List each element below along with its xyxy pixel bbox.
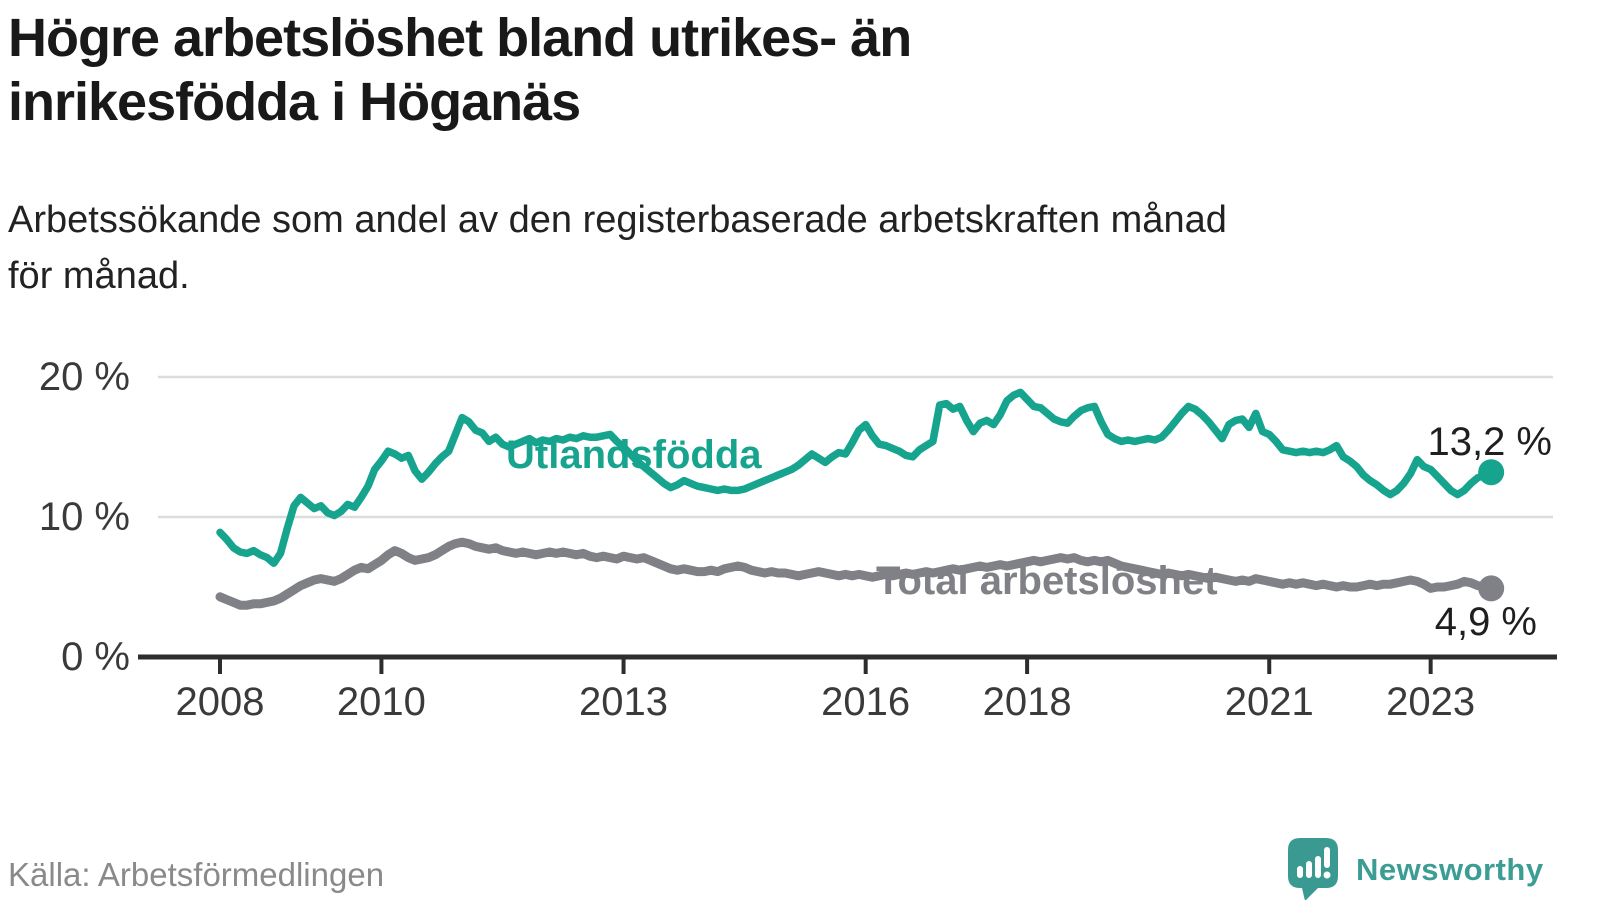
end-value-label-total: 4,9 % xyxy=(1434,600,1537,644)
end-dot-utlandsfodda xyxy=(1478,459,1505,486)
series-lines xyxy=(215,388,1505,610)
end-value-label-utlandsfodda: 13,2 % xyxy=(1427,420,1552,464)
x-tick-label-2008: 2008 xyxy=(175,680,265,724)
x-tick-label-2018: 2018 xyxy=(982,680,1072,724)
title-line-1: Högre arbetslöshet bland utrikes- än xyxy=(8,8,912,68)
series-label-utlandsfodda: Utlandsfödda xyxy=(506,433,762,477)
x-tick-label-2021: 2021 xyxy=(1224,680,1314,724)
newsworthy-logo-icon xyxy=(1288,838,1338,900)
x-tick-label-2010: 2010 xyxy=(336,680,426,724)
subtitle-line-1: Arbetssökande som andel av den registerb… xyxy=(8,199,1227,241)
line-utlandsfodda xyxy=(216,388,1495,567)
y-tick-label-20: 20 % xyxy=(38,355,130,399)
x-axis xyxy=(138,654,1557,674)
end-dot-total-arbetsloshet xyxy=(1478,575,1505,602)
source-attribution: Källa: Arbetsförmedlingen xyxy=(8,856,385,893)
y-tick-label-10: 10 % xyxy=(38,495,130,539)
y-tick-label-0: 0 % xyxy=(61,635,130,679)
gridlines xyxy=(158,375,1553,519)
page-title: Högre arbetslöshet bland utrikes- än inr… xyxy=(8,6,1408,134)
subtitle-line-2: för månad. xyxy=(8,255,190,297)
x-tick-label-2023: 2023 xyxy=(1386,680,1476,724)
chart-subtitle: Arbetssökande som andel av den registerb… xyxy=(8,192,1568,304)
title-line-2: inrikesfödda i Höganäs xyxy=(8,72,581,132)
line-total-arbetsloshet xyxy=(215,537,1496,610)
newsworthy-branding: Newsworthy xyxy=(1288,838,1544,900)
series-label-total-arbetsloshet: Total arbetslöshet xyxy=(876,559,1218,603)
newsworthy-logo-text: Newsworthy xyxy=(1356,852,1544,887)
x-tick-label-2013: 2013 xyxy=(579,680,669,724)
x-tick-label-2016: 2016 xyxy=(821,680,911,724)
